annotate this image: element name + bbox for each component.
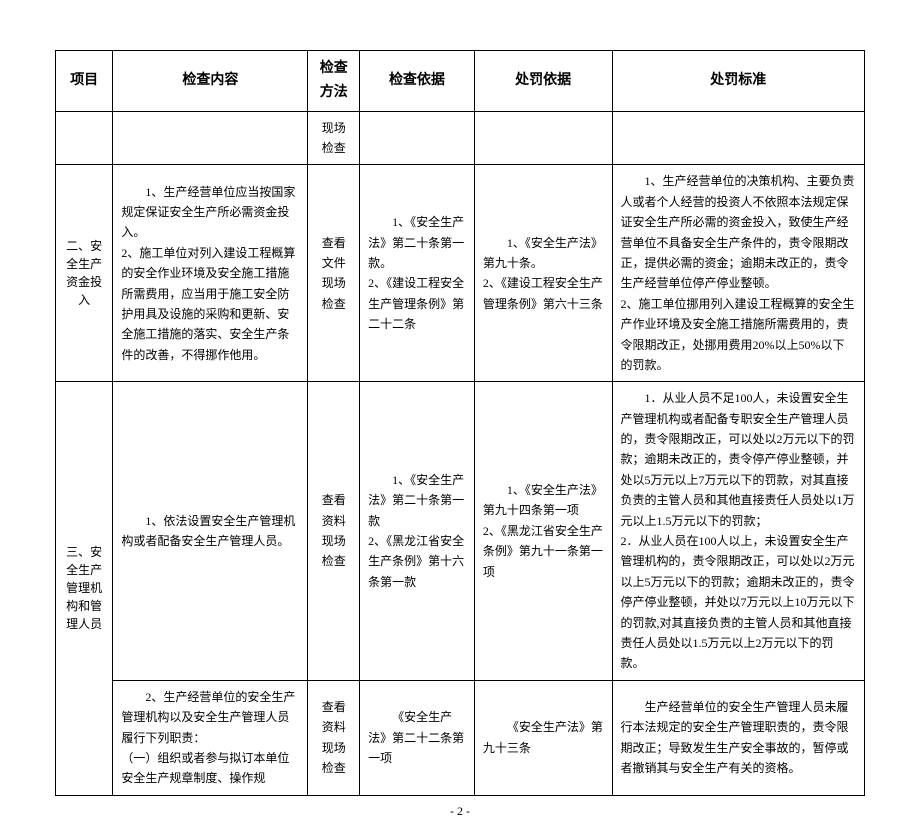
cell-penalty-basis: 1、《安全生产法》第九十四条第一项2、《黑龙江省安全生产条例》第九十一条第一项 <box>474 382 612 680</box>
cell-project <box>56 111 113 165</box>
cell-penalty-std: 生产经营单位的安全生产管理人员未履行本法规定的安全生产管理职责的，责令限期改正；… <box>612 680 865 795</box>
table-header: 项目 检查内容 检查方法 检查依据 处罚依据 处罚标准 <box>56 51 865 112</box>
cell-penalty-basis <box>474 111 612 165</box>
cell-penalty-basis: 1、《安全生产法》第九十条。2、《建设工程安全生产管理条例》第六十三条 <box>474 165 612 382</box>
cell-method: 查看资料现场检查 <box>308 382 360 680</box>
inspection-table: 项目 检查内容 检查方法 检查依据 处罚依据 处罚标准 现场检查 二、安全生产资… <box>55 50 865 796</box>
cell-penalty-basis: 《安全生产法》第九十三条 <box>474 680 612 795</box>
header-basis: 检查依据 <box>360 51 475 112</box>
cell-method: 查看资料现场检查 <box>308 680 360 795</box>
cell-project: 二、安全生产资金投入 <box>56 165 113 382</box>
cell-method: 现场检查 <box>308 111 360 165</box>
cell-content: 1、依法设置安全生产管理机构或者配备安全生产管理人员。 <box>113 382 308 680</box>
cell-content: 1、生产经营单位应当按国家规定保证安全生产所必需资金投入。2、施工单位对列入建设… <box>113 165 308 382</box>
cell-content: 2、生产经营单位的安全生产管理机构以及安全生产管理人员履行下列职责：（一）组织或… <box>113 680 308 795</box>
cell-basis: 1、《安全生产法》第二十条第一款2、《黑龙江省安全生产条例》第十六条第一款 <box>360 382 475 680</box>
cell-basis <box>360 111 475 165</box>
cell-method: 查看文件现场检查 <box>308 165 360 382</box>
header-content: 检查内容 <box>113 51 308 112</box>
cell-basis: 1、《安全生产法》第二十条第一款。2、《建设工程安全生产管理条例》第二十二条 <box>360 165 475 382</box>
header-project: 项目 <box>56 51 113 112</box>
header-method: 检查方法 <box>308 51 360 112</box>
cell-penalty-std: 1．从业人员不足100人，未设置安全生产管理机构或者配备专职安全生产管理人员的，… <box>612 382 865 680</box>
table-row: 三、安全生产管理机构和管理人员 1、依法设置安全生产管理机构或者配备安全生产管理… <box>56 382 865 680</box>
header-penalty-basis: 处罚依据 <box>474 51 612 112</box>
page-number: - 2 - <box>55 804 865 819</box>
table-row: 2、生产经营单位的安全生产管理机构以及安全生产管理人员履行下列职责：（一）组织或… <box>56 680 865 795</box>
cell-penalty-std: 1、生产经营单位的决策机构、主要负责人或者个人经营的投资人不依照本法规定保证安全… <box>612 165 865 382</box>
cell-project: 三、安全生产管理机构和管理人员 <box>56 382 113 795</box>
table-row: 现场检查 <box>56 111 865 165</box>
cell-penalty-std <box>612 111 865 165</box>
cell-content <box>113 111 308 165</box>
cell-basis: 《安全生产法》第二十二条第一项 <box>360 680 475 795</box>
header-penalty-std: 处罚标准 <box>612 51 865 112</box>
table-row: 二、安全生产资金投入 1、生产经营单位应当按国家规定保证安全生产所必需资金投入。… <box>56 165 865 382</box>
